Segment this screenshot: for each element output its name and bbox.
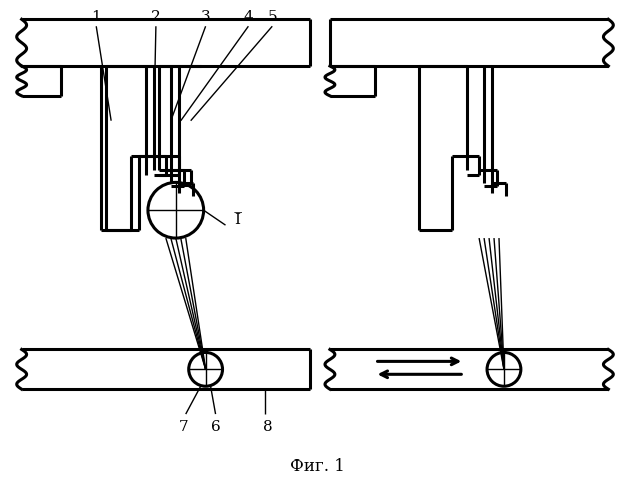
Text: 7: 7 <box>179 420 188 434</box>
Text: 3: 3 <box>201 10 210 24</box>
Text: 4: 4 <box>243 10 253 24</box>
Text: 5: 5 <box>268 10 277 24</box>
Text: I̅: I̅ <box>235 213 242 227</box>
Text: 8: 8 <box>264 420 273 434</box>
Text: Фиг. 1: Фиг. 1 <box>290 458 344 475</box>
Text: 1: 1 <box>91 10 101 24</box>
Text: 6: 6 <box>210 420 221 434</box>
Text: 2: 2 <box>151 10 161 24</box>
